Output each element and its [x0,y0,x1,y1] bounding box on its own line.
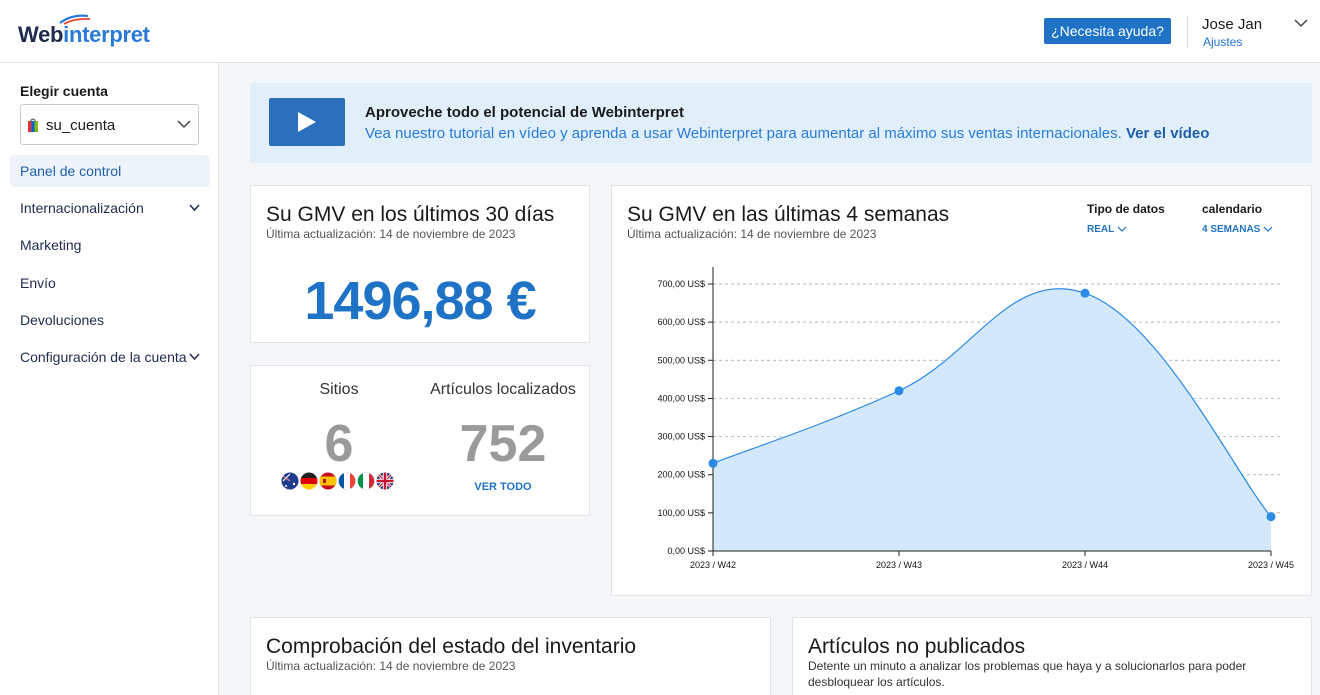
data-point [1080,288,1090,298]
account-value: su_cuenta [46,117,116,134]
y-tick-label: 100,00 US$ [657,508,705,518]
unpublished-articles-card: Artículos no publicados Detente un minut… [792,617,1312,695]
card-title: Su GMV en los últimos 30 días [266,203,555,226]
sidebar-item-account-settings[interactable]: Configuración de la cuenta [10,341,210,373]
webinterpret-logo[interactable]: Webinterpret [18,14,150,48]
sidebar-item-label: Marketing [20,237,82,253]
spain-flag-icon [319,472,337,490]
sidebar-item-label: Envío [20,275,56,291]
data-point [1266,512,1276,522]
chevron-down-icon [1263,226,1273,232]
gmv-4-weeks-card: Su GMV en las últimas 4 semanas Última a… [611,185,1312,596]
chevron-down-icon [189,353,200,361]
sites-value: 6 [324,415,354,473]
united-kingdom-flag-icon [376,472,394,490]
sites-articles-card: Sitios 6 Artículos localizados 752 [250,365,590,516]
help-button[interactable]: ¿Necesita ayuda? [1044,18,1171,44]
sidebar-item-returns[interactable]: Devoluciones [10,304,210,336]
banner-description: Vea nuestro tutorial en vídeo y aprenda … [365,125,1122,142]
localized-articles-value: 752 [459,415,547,473]
series-line [712,288,1272,518]
sidebar-item-label: Internacionalización [20,200,144,216]
logo-text-interpret: interpret [63,22,150,47]
card-title: Comprobación del estado del inventario [266,635,637,658]
x-tick-label: 2023 / W42 [690,560,736,570]
play-video-button[interactable] [269,98,345,146]
data-point [894,386,904,396]
top-bar: Webinterpret ¿Necesita ayuda? Jose Jan A… [0,0,1320,63]
sidebar-item-label: Configuración de la cuenta [20,349,187,365]
card-title: Su GMV en las últimas 4 semanas [627,203,950,226]
data-type-label: Tipo de datos [1087,202,1165,216]
y-tick-label: 700,00 US$ [657,279,705,289]
card-updated: Última actualización: 14 de noviembre de… [266,659,516,673]
banner-text: Vea nuestro tutorial en vídeo y aprenda … [365,125,1209,142]
see-all-link[interactable]: VER TODO [474,481,532,493]
shopping-bag-icon [28,118,38,132]
chevron-down-icon [189,204,200,212]
y-tick-label: 0,00 US$ [667,546,705,556]
localized-articles-label: Artículos localizados [430,381,576,398]
sidebar-item-dashboard[interactable]: Panel de control [10,155,210,187]
site-flags [281,472,394,490]
inventory-status-card: Comprobación del estado del inventario Ú… [250,617,771,695]
chevron-down-icon [1117,226,1127,232]
calendar-label: calendario [1202,202,1263,216]
area-fill [713,288,1271,551]
italy-flag-icon [357,472,375,490]
france-flag-icon [338,472,356,490]
sidebar-item-label: Panel de control [20,163,122,179]
y-tick-label: 500,00 US$ [657,355,705,365]
settings-link[interactable]: Ajustes [1203,35,1243,49]
play-icon [298,112,316,132]
gmv-30-days-card: Su GMV en los últimos 30 días Última act… [250,185,590,343]
chevron-down-icon [177,120,191,129]
tutorial-banner: Aproveche todo el potencial de Webinterp… [250,83,1312,163]
data-point [708,458,718,468]
gmv-value: 1496,88 € [304,271,536,331]
sidebar-item-marketing[interactable]: Marketing [10,229,210,261]
card-title: Artículos no publicados [808,635,1026,658]
sidebar: Elegir cuenta su_cuenta Panel de control… [0,63,219,695]
banner-title: Aproveche todo el potencial de Webinterp… [365,104,684,121]
data-type-value: REAL [1087,224,1115,235]
y-tick-label: 600,00 US$ [657,317,705,327]
y-tick-label: 200,00 US$ [657,470,705,480]
card-updated: Última actualización: 14 de noviembre de… [627,227,877,241]
sidebar-item-internationalization[interactable]: Internacionalización [10,192,210,224]
user-divider [1187,16,1188,48]
y-tick-label: 400,00 US$ [657,393,705,403]
germany-flag-icon [300,472,318,490]
logo-text-web: Web [18,22,64,47]
x-tick-label: 2023 / W44 [1062,560,1108,570]
calendar-select[interactable]: 4 SEMANAS [1202,224,1273,235]
x-tick-label: 2023 / W43 [876,560,922,570]
calendar-value: 4 SEMANAS [1202,224,1261,235]
x-tick-label: 2023 / W45 [1248,560,1294,570]
sites-label: Sitios [319,381,359,398]
card-description: Detente un minuto a analizar los problem… [808,659,1247,689]
user-name[interactable]: Jose Jan [1202,16,1263,33]
sidebar-item-label: Devoluciones [20,312,105,328]
chevron-down-icon[interactable] [1294,18,1308,28]
card-updated: Última actualización: 14 de noviembre de… [266,227,516,241]
data-type-select[interactable]: REAL [1087,224,1127,235]
sidebar-item-shipping[interactable]: Envío [10,267,210,299]
logo-swoosh-icon [59,14,91,25]
y-tick-label: 300,00 US$ [657,432,705,442]
account-label: Elegir cuenta [20,83,108,99]
watch-video-link[interactable]: Ver el vídeo [1126,125,1210,142]
account-select[interactable]: su_cuenta [20,104,199,145]
gmv-chart: 0,00 US$ 100,00 US$ 200,00 US$ 300,00 US$ 40… [657,267,1294,570]
australia-flag-icon [281,472,299,490]
